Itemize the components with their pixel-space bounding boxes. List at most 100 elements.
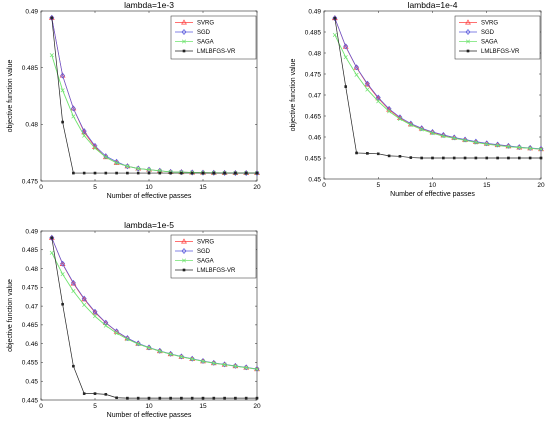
y-tick-label: 0.485 bbox=[22, 247, 39, 254]
series-lmlbfgs-vr bbox=[333, 16, 543, 160]
legend-label: SGD bbox=[197, 30, 211, 36]
data-point bbox=[431, 156, 434, 160]
data-point bbox=[50, 16, 54, 20]
x-tick-label: 10 bbox=[429, 182, 437, 189]
y-tick-label: 0.455 bbox=[305, 155, 322, 162]
data-point bbox=[126, 396, 129, 400]
data-point bbox=[343, 43, 349, 50]
data-point bbox=[60, 272, 65, 277]
y-tick-label: 0.47 bbox=[25, 303, 38, 310]
data-point bbox=[354, 72, 359, 77]
data-point bbox=[408, 122, 413, 127]
data-point bbox=[92, 314, 98, 319]
legend-item: SGD bbox=[175, 29, 211, 36]
data-point bbox=[92, 146, 98, 151]
legend-label: SVRG bbox=[197, 21, 214, 27]
legend-item: LMLBFGS-VR bbox=[175, 49, 236, 55]
legend-marker bbox=[181, 19, 187, 25]
data-point bbox=[387, 154, 391, 158]
data-point bbox=[344, 85, 348, 88]
x-tick-label: 15 bbox=[199, 184, 207, 191]
legend-item: SAGA bbox=[175, 39, 214, 46]
data-point bbox=[114, 160, 119, 165]
legend-label: LMLBFGS-VR bbox=[197, 49, 236, 55]
legend-item: SVRG bbox=[175, 238, 214, 246]
data-point bbox=[81, 295, 87, 302]
data-point bbox=[114, 328, 120, 335]
data-point bbox=[234, 171, 237, 175]
data-point bbox=[518, 156, 521, 160]
data-point bbox=[222, 170, 228, 176]
legend-item: SAGA bbox=[175, 258, 214, 265]
data-point bbox=[528, 146, 533, 151]
legend: SVRG SGD SAGA LMLBFGS-VR bbox=[454, 15, 541, 60]
data-point bbox=[212, 396, 216, 400]
data-point bbox=[126, 171, 129, 175]
y-tick-label: 0.475 bbox=[22, 285, 39, 292]
legend-marker bbox=[182, 49, 186, 53]
data-point bbox=[495, 143, 500, 148]
data-point bbox=[365, 87, 370, 92]
x-axis-label: Number of effective passes bbox=[107, 193, 192, 200]
series-line bbox=[51, 252, 258, 370]
data-point bbox=[49, 250, 54, 255]
legend-item: LMLBFGS-VR bbox=[459, 49, 520, 55]
y-axis-label: objective function value bbox=[290, 59, 297, 132]
legend-marker bbox=[465, 39, 471, 44]
data-point bbox=[103, 153, 109, 160]
legend: SVRG SGD SAGA LMLBFGS-VR bbox=[170, 15, 257, 60]
data-point bbox=[169, 396, 172, 400]
legend-label: SAGA bbox=[481, 40, 498, 46]
data-point bbox=[496, 156, 499, 160]
legend-marker bbox=[465, 29, 471, 35]
data-point bbox=[355, 151, 358, 155]
x-tick-label: 20 bbox=[253, 403, 261, 410]
y-tick-label: 0.45 bbox=[308, 176, 321, 183]
y-tick-label: 0.485 bbox=[305, 29, 322, 36]
legend-label: SGD bbox=[481, 30, 495, 36]
x-tick-label: 15 bbox=[483, 182, 491, 189]
data-point bbox=[180, 171, 183, 175]
data-point bbox=[332, 32, 337, 37]
data-point bbox=[332, 15, 338, 22]
data-point bbox=[82, 392, 86, 395]
data-point bbox=[147, 396, 151, 400]
y-tick-label: 0.445 bbox=[22, 397, 39, 404]
data-point bbox=[103, 323, 108, 328]
legend-marker bbox=[466, 49, 470, 53]
data-point bbox=[538, 147, 544, 152]
data-point bbox=[408, 120, 414, 127]
data-point bbox=[189, 169, 195, 176]
legend-marker bbox=[181, 258, 187, 263]
x-tick-label: 0 bbox=[322, 182, 326, 189]
legend-item: SGD bbox=[459, 29, 495, 36]
series-lmlbfgs-vr bbox=[50, 236, 259, 400]
data-point bbox=[136, 166, 141, 171]
series-line bbox=[51, 17, 257, 174]
data-point bbox=[200, 169, 206, 176]
data-point bbox=[115, 396, 118, 400]
series-saga bbox=[49, 250, 260, 372]
data-point bbox=[81, 128, 87, 135]
series-line bbox=[334, 18, 541, 159]
y-tick-label: 0.48 bbox=[308, 50, 321, 57]
data-point bbox=[243, 170, 249, 177]
data-point bbox=[190, 171, 194, 175]
data-point bbox=[430, 129, 435, 135]
data-point bbox=[244, 396, 248, 400]
data-point bbox=[507, 156, 510, 160]
data-point bbox=[420, 156, 423, 160]
data-point bbox=[104, 393, 108, 396]
y-tick-label: 0.48 bbox=[25, 122, 38, 129]
data-point bbox=[158, 396, 162, 400]
x-axis-label: Number of effective passes bbox=[107, 412, 192, 419]
data-point bbox=[517, 145, 522, 150]
legend-label: LMLBFGS-VR bbox=[197, 268, 236, 274]
y-tick-label: 0.49 bbox=[25, 8, 38, 15]
chart-title: lambda=1e-4 bbox=[408, 0, 458, 10]
data-point bbox=[211, 169, 217, 176]
chart-panel-2: 0 5 10 15 20 0.45 0.455 0.46 0.465 0.47 0.475 0.48 0… bbox=[290, 0, 545, 198]
legend-label: SAGA bbox=[197, 259, 214, 265]
data-point bbox=[376, 152, 380, 156]
x-tick-label: 0 bbox=[39, 184, 43, 191]
